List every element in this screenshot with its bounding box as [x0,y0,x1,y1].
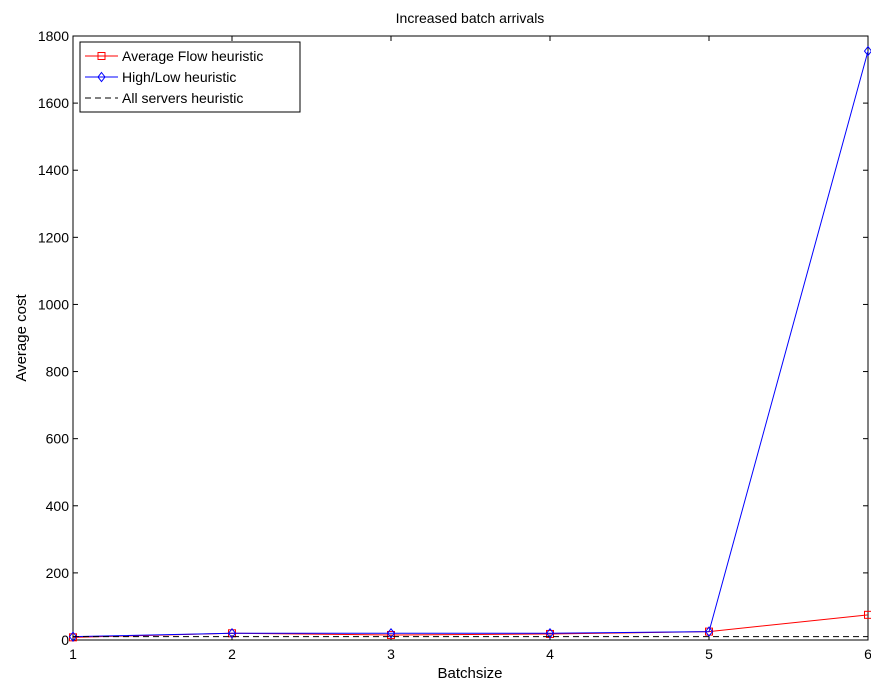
data-point-diamond [227,627,237,639]
series-layer [68,45,871,642]
y-tick-label: 400 [46,498,70,514]
data-point-square [864,610,871,619]
y-tick-label: 200 [46,565,70,581]
y-tick-label: 1400 [38,162,69,178]
y-tick-label: 0 [61,632,69,648]
x-axis-ticks: 1 2 3 4 5 6 [69,36,871,662]
series-line [72,50,869,638]
y-tick-label: 1600 [38,95,69,111]
x-tick-label: 3 [387,646,395,662]
legend-label: All servers heuristic [122,90,243,106]
y-tick-label: 800 [46,364,70,380]
y-tick-label: 600 [46,431,70,447]
y-axis-label: Average cost [13,294,30,382]
legend-label: Average Flow heuristic [122,48,263,64]
y-tick-label: 1200 [38,229,69,245]
y-tick-label: 1000 [38,296,69,312]
legend-label: High/Low heuristic [122,69,236,85]
x-tick-label: 1 [69,646,77,662]
data-point-diamond [545,627,555,639]
data-point-diamond [68,631,78,642]
x-tick-label: 4 [546,646,554,662]
x-tick-label: 2 [228,646,236,662]
data-point-diamond [97,71,106,83]
data-point-square [97,52,106,60]
x-tick-label: 5 [705,646,713,662]
plot-area [72,35,869,641]
data-point-diamond [704,626,714,637]
chart-title: Increased batch arrivals [396,10,545,26]
data-point-diamond [386,627,396,639]
legend: Average Flow heuristic High/Low heuristic… [79,41,301,113]
x-axis-label: Batchsize [437,665,502,682]
y-axis-ticks: 0 200 400 600 800 1000 1200 1400 1600 1800 [38,28,868,648]
data-point-diamond [863,45,871,57]
x-tick-label: 6 [864,646,871,662]
y-tick-label: 1800 [38,28,69,44]
